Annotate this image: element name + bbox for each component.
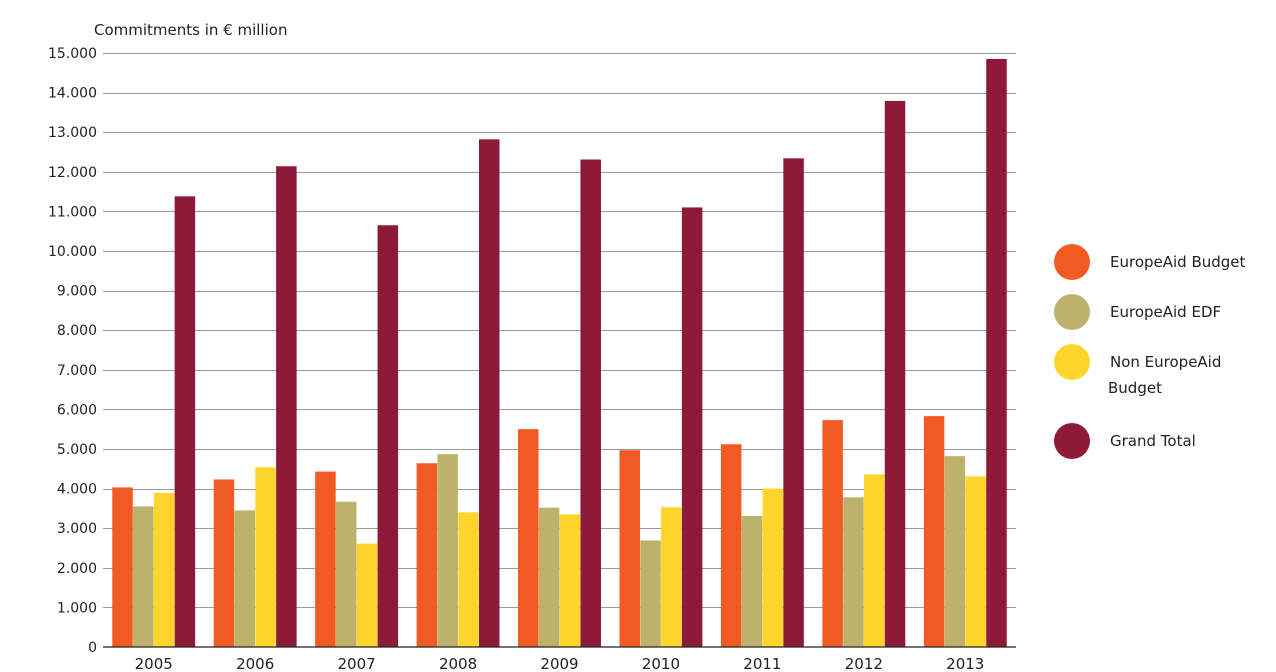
y-tick-label: 3.000 bbox=[57, 521, 97, 537]
legend-label-europeaid-budget: EuropeAid Budget bbox=[1110, 253, 1246, 271]
y-tick-labels: 0 1.000 2.000 3.000 4.000 5.000 6.000 7.000 8.00… bbox=[48, 46, 97, 656]
bar-non-europeaid-budget-2007 bbox=[356, 543, 378, 647]
x-tick-label: 2005 bbox=[135, 655, 173, 672]
y-tick-label: 12.000 bbox=[48, 165, 97, 181]
bar-grand-total-2007 bbox=[377, 225, 399, 647]
bar-grand-total-2010 bbox=[681, 207, 703, 647]
bar-non-europeaid-budget-2013 bbox=[965, 476, 986, 647]
bar-europeaid-edf-2013 bbox=[944, 456, 966, 647]
x-tick-label: 2007 bbox=[338, 655, 376, 672]
bar-europeaid-budget-2013 bbox=[923, 416, 945, 647]
x-tick-label: 2010 bbox=[642, 655, 680, 672]
bar-non-europeaid-budget-2008 bbox=[458, 512, 479, 647]
bar-non-europeaid-budget-2006 bbox=[255, 467, 276, 647]
legend-label-grand-total: Grand Total bbox=[1110, 432, 1196, 450]
bar-grand-total-2009 bbox=[580, 159, 601, 647]
legend-label-non-europeaid-budget: Non EuropeAid bbox=[1110, 353, 1221, 371]
bar-europeaid-budget-2006 bbox=[213, 479, 235, 647]
bar-non-europeaid-budget-2011 bbox=[762, 488, 784, 647]
bar-europeaid-budget-2011 bbox=[720, 444, 742, 647]
y-tick-label: 8.000 bbox=[57, 323, 97, 339]
bar-europeaid-edf-2010 bbox=[640, 540, 661, 647]
bar-europeaid-budget-2005 bbox=[112, 487, 133, 647]
bar-europeaid-edf-2005 bbox=[133, 506, 154, 647]
y-tick-label: 6.000 bbox=[57, 402, 97, 418]
bar-non-europeaid-budget-2009 bbox=[559, 514, 581, 647]
y-tick-label: 15.000 bbox=[48, 46, 97, 62]
x-tick-label: 2012 bbox=[845, 655, 883, 672]
legend: EuropeAid Budget EuropeAid EDF Non EuropeA… bbox=[1054, 244, 1246, 459]
bar-grand-total-2006 bbox=[276, 166, 297, 647]
y-tick-label: 9.000 bbox=[57, 284, 97, 300]
legend-swatch-europeaid-edf bbox=[1054, 294, 1090, 330]
bar-grand-total-2013 bbox=[986, 58, 1007, 647]
x-tick-labels: 2005 2006 2007 2008 2009 2010 2011 2012 2013 bbox=[135, 655, 985, 672]
bar-grand-total-2008 bbox=[479, 139, 500, 647]
legend-swatch-europeaid-budget bbox=[1054, 244, 1090, 280]
bar-europeaid-budget-2009 bbox=[518, 429, 539, 647]
x-tick-label: 2013 bbox=[946, 655, 984, 672]
y-tick-label: 4.000 bbox=[57, 482, 97, 498]
legend-label-non-europeaid-budget: Budget bbox=[1108, 379, 1162, 397]
x-tick-label: 2008 bbox=[439, 655, 477, 672]
bar-europeaid-edf-2008 bbox=[437, 454, 458, 647]
bar-europeaid-budget-2007 bbox=[315, 471, 336, 647]
legend-label-europeaid-edf: EuropeAid EDF bbox=[1110, 303, 1221, 321]
y-tick-label: 5.000 bbox=[57, 442, 97, 458]
bar-non-europeaid-budget-2005 bbox=[153, 492, 175, 647]
bar-europeaid-budget-2012 bbox=[822, 420, 843, 647]
y-tick-label: 13.000 bbox=[48, 125, 97, 141]
bar-europeaid-edf-2011 bbox=[741, 515, 763, 647]
legend-swatch-non-europeaid-budget bbox=[1054, 344, 1090, 380]
bar-europeaid-edf-2009 bbox=[538, 507, 560, 647]
legend-swatch-grand-total bbox=[1054, 423, 1090, 459]
y-axis-label: Commitments in € million bbox=[94, 21, 287, 39]
bar-europeaid-budget-2008 bbox=[416, 463, 438, 647]
bar-europeaid-edf-2006 bbox=[234, 510, 256, 647]
y-tick-label: 2.000 bbox=[57, 561, 97, 577]
y-tick-label: 10.000 bbox=[48, 244, 97, 260]
bar-europeaid-edf-2007 bbox=[335, 501, 357, 647]
x-tick-label: 2006 bbox=[236, 655, 274, 672]
bar-non-europeaid-budget-2012 bbox=[863, 474, 885, 647]
x-tick-label: 2009 bbox=[540, 655, 578, 672]
bar-grand-total-2005 bbox=[174, 196, 196, 647]
y-tick-label: 11.000 bbox=[48, 204, 97, 220]
bar-grand-total-2012 bbox=[884, 100, 906, 648]
y-tick-label: 1.000 bbox=[57, 600, 97, 616]
gridlines bbox=[103, 53, 1016, 608]
y-tick-label: 0 bbox=[88, 640, 97, 656]
bar-europeaid-budget-2010 bbox=[619, 450, 640, 647]
y-tick-label: 14.000 bbox=[48, 86, 97, 102]
x-tick-label: 2011 bbox=[743, 655, 781, 672]
bar-europeaid-edf-2012 bbox=[843, 497, 864, 647]
bars bbox=[112, 58, 1007, 648]
bar-non-europeaid-budget-2010 bbox=[661, 507, 682, 647]
y-tick-label: 7.000 bbox=[57, 363, 97, 379]
bar-grand-total-2011 bbox=[783, 158, 804, 647]
